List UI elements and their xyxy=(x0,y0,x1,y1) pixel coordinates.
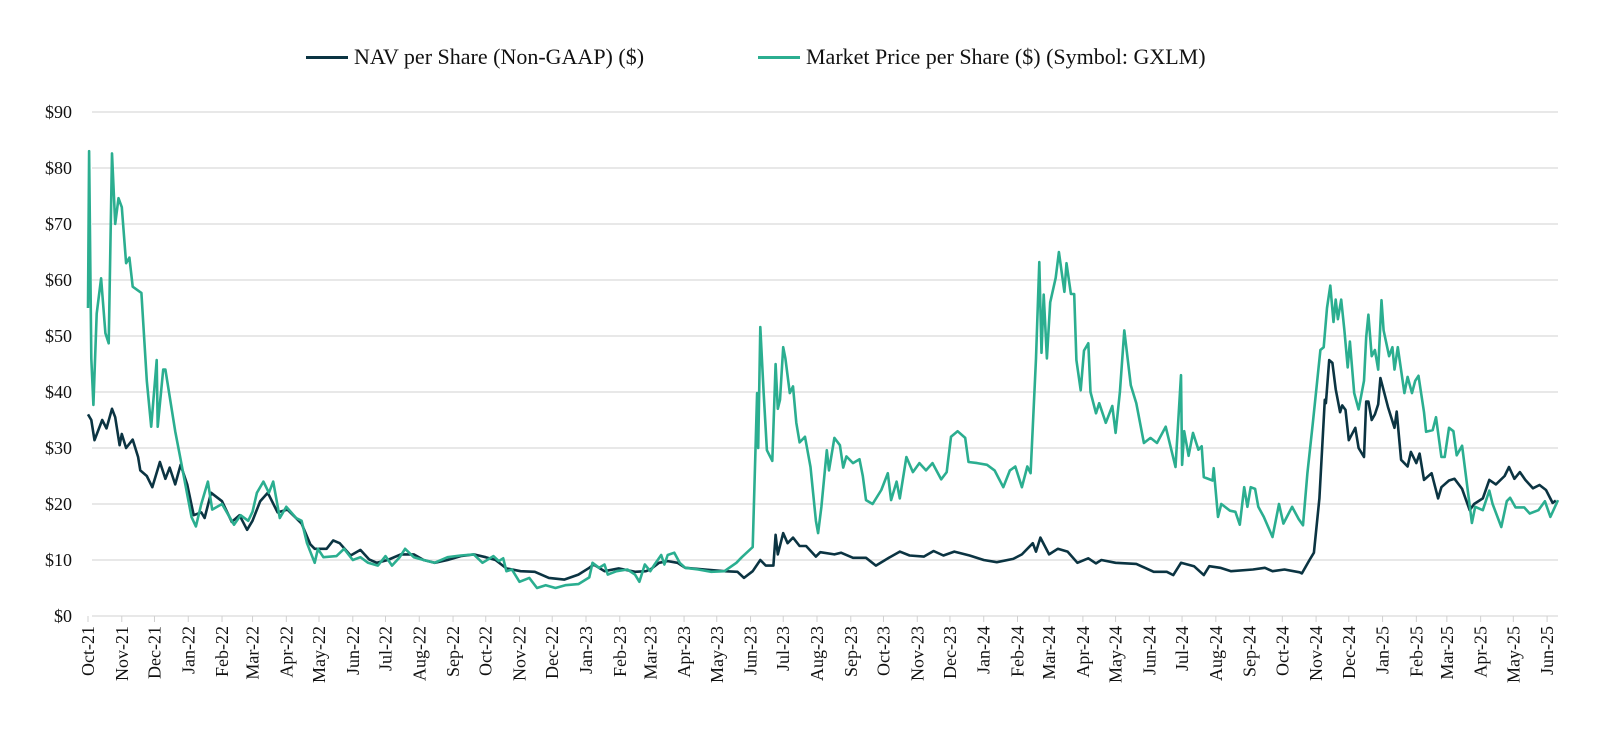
x-tick-label: Jan-22 xyxy=(178,626,198,674)
x-tick-label: Nov-21 xyxy=(112,626,132,681)
x-tick-label: Nov-24 xyxy=(1306,626,1326,681)
x-tick-label: Sep-22 xyxy=(443,626,463,677)
legend-item-market-price: Market Price per Share ($) (Symbol: GXLM… xyxy=(758,44,1206,70)
y-tick-label: $90 xyxy=(45,102,72,122)
x-tick-label: Jun-25 xyxy=(1537,626,1557,675)
x-tick-label: Apr-24 xyxy=(1073,626,1093,678)
x-tick-label: Jan-24 xyxy=(974,626,994,674)
legend-label-nav: NAV per Share (Non-GAAP) ($) xyxy=(354,44,645,69)
x-tick-label: Mar-22 xyxy=(243,626,263,680)
x-tick-label: Nov-23 xyxy=(907,626,927,681)
y-tick-label: $70 xyxy=(45,214,72,234)
x-tick-label: Jul-22 xyxy=(375,626,395,671)
x-tick-label: Mar-24 xyxy=(1039,626,1059,680)
y-tick-label: $10 xyxy=(45,550,72,570)
x-tick-label: Jun-23 xyxy=(741,626,761,675)
x-tick-label: Oct-21 xyxy=(78,626,98,676)
series-lines xyxy=(86,149,1560,590)
x-tick-label: Feb-25 xyxy=(1406,626,1426,677)
x-tick-label: Nov-22 xyxy=(510,626,530,681)
series-line-nav xyxy=(86,358,1557,581)
x-tick-label: Sep-24 xyxy=(1240,626,1260,677)
y-tick-label: $30 xyxy=(45,438,72,458)
x-tick-label: Jan-25 xyxy=(1373,626,1393,674)
x-tick-label: Jan-23 xyxy=(576,626,596,674)
x-tick-label: Dec-23 xyxy=(940,626,960,679)
legend-label-market-price: Market Price per Share ($) (Symbol: GXLM… xyxy=(806,44,1206,69)
x-tick-label: Feb-24 xyxy=(1008,626,1028,677)
x-tick-label: Feb-22 xyxy=(212,626,232,677)
y-tick-label: $60 xyxy=(45,270,72,290)
x-tick-label: Oct-23 xyxy=(873,626,893,676)
y-tick-label: $50 xyxy=(45,326,72,346)
legend-swatch-market-price xyxy=(758,55,800,59)
x-tick-label: Jul-24 xyxy=(1172,626,1192,671)
x-tick-label: Sep-23 xyxy=(841,626,861,677)
x-tick-label: Mar-23 xyxy=(640,626,660,680)
x-tick-label: Feb-23 xyxy=(610,626,630,677)
series-line-market-price xyxy=(86,149,1560,590)
x-tick-label: May-22 xyxy=(309,626,329,683)
x-tick-label: Dec-21 xyxy=(144,626,164,679)
x-tick-label: Jul-23 xyxy=(773,626,793,671)
legend-item-nav: NAV per Share (Non-GAAP) ($) xyxy=(306,44,644,70)
y-tick-label: $0 xyxy=(54,606,72,626)
y-tick-label: $40 xyxy=(45,382,72,402)
x-tick-label: Aug-23 xyxy=(807,626,827,681)
x-tick-label: May-23 xyxy=(707,626,727,683)
x-tick-label: Jun-24 xyxy=(1139,626,1159,675)
legend: NAV per Share (Non-GAAP) ($) Market Pric… xyxy=(0,40,1600,80)
x-tick-label: Jun-22 xyxy=(343,626,363,675)
gridlines xyxy=(92,111,1558,617)
x-tick-label: Mar-25 xyxy=(1437,626,1457,680)
x-tick-label: May-25 xyxy=(1503,626,1523,683)
x-tick-label: May-24 xyxy=(1106,626,1126,683)
x-tick-label: Aug-22 xyxy=(409,626,429,681)
x-tick-label: Aug-24 xyxy=(1206,626,1226,681)
legend-swatch-nav xyxy=(306,55,348,59)
x-tick-label: Apr-25 xyxy=(1471,626,1491,678)
y-axis: $0 $10 $20 $30 $40 $50 $60 $70 $80 $90 xyxy=(45,102,72,626)
y-tick-label: $20 xyxy=(45,494,72,514)
x-tick-label: Oct-24 xyxy=(1272,626,1292,676)
x-tick-label: Dec-22 xyxy=(542,626,562,679)
y-tick-label: $80 xyxy=(45,158,72,178)
x-axis: Oct-21 Nov-21 Dec-21 Jan-22 Feb-22 Mar-22 Apr-… xyxy=(78,616,1557,683)
x-tick-label: Dec-24 xyxy=(1339,626,1359,679)
x-tick-label: Apr-22 xyxy=(276,626,296,678)
x-tick-label: Oct-22 xyxy=(476,626,496,676)
x-tick-label: Apr-23 xyxy=(674,626,694,678)
